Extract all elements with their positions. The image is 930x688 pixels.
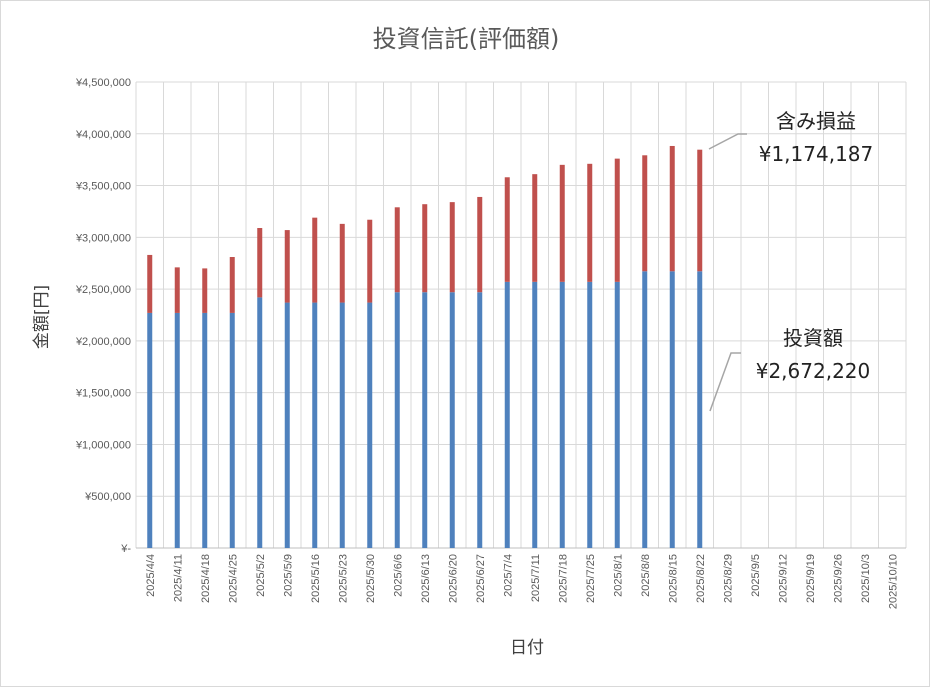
- bar-gain: [449, 202, 455, 293]
- x-tick-label: 2025/5/2: [255, 554, 267, 597]
- bars: [147, 145, 703, 548]
- invested-callout-value: ¥2,672,220: [756, 359, 871, 383]
- invested-callout-title: 投資額: [783, 326, 843, 350]
- x-tick-label: 2025/5/23: [337, 554, 349, 603]
- bar-gain: [477, 196, 483, 293]
- x-tick-label: 2025/9/19: [805, 554, 817, 603]
- x-tick-label: 2025/9/12: [777, 554, 789, 603]
- bar-gain: [312, 217, 318, 303]
- bar-gain: [559, 164, 565, 282]
- bar-gain: [147, 254, 153, 313]
- y-tick-label: ¥4,500,000: [75, 77, 131, 89]
- y-tick-label: ¥3,000,000: [75, 232, 131, 244]
- x-tick-label: 2025/5/16: [310, 554, 322, 603]
- bar-gain: [367, 219, 373, 303]
- bar-gain: [202, 268, 208, 313]
- bar-invested: [284, 302, 290, 548]
- x-axis-label: 日付: [510, 638, 544, 658]
- bar-gain: [229, 257, 235, 313]
- x-tick-label: 2025/8/22: [695, 554, 707, 603]
- bar-gain: [614, 158, 620, 282]
- x-tick-label: 2025/10/10: [887, 554, 899, 609]
- x-tick-labels: 2025/4/4 2025/4/11 2025/4/18 2025/4/25 2025/…: [145, 554, 900, 609]
- x-tick-label: 2025/6/27: [475, 554, 487, 603]
- bar-gain: [669, 145, 675, 272]
- bar-gain: [697, 149, 703, 272]
- x-tick-label: 2025/6/20: [447, 554, 459, 603]
- bar-invested: [449, 292, 455, 548]
- x-tick-label: 2025/8/15: [667, 554, 679, 603]
- bar-invested: [394, 292, 400, 548]
- chart-title: 投資信託(評価額): [373, 25, 560, 53]
- bar-invested: [614, 281, 620, 548]
- bar-gain: [504, 177, 510, 282]
- bar-gain: [532, 174, 538, 282]
- x-tick-label: 2025/7/4: [502, 554, 514, 597]
- y-tick-label: ¥-: [120, 543, 131, 555]
- x-tick-label: 2025/7/25: [585, 554, 597, 603]
- y-tick-labels: ¥- ¥500,000 ¥1,000,000 ¥1,500,000 ¥2,000,000…: [75, 77, 131, 555]
- bar-invested: [697, 271, 703, 548]
- bar-invested: [642, 271, 648, 548]
- bar-invested: [257, 297, 263, 548]
- bar-invested: [312, 302, 318, 548]
- x-tick-label: 2025/8/1: [612, 554, 624, 597]
- x-tick-label: 2025/8/29: [722, 554, 734, 603]
- x-tick-label: 2025/4/4: [145, 554, 157, 597]
- bar-invested: [229, 312, 235, 548]
- y-tick-label: ¥500,000: [84, 491, 131, 503]
- bar-gain: [587, 163, 593, 282]
- x-tick-label: 2025/4/25: [227, 554, 239, 603]
- gain-callout-value: ¥1,174,187: [759, 142, 874, 166]
- x-tick-label: 2025/7/11: [530, 554, 542, 602]
- bar-invested: [477, 292, 483, 548]
- bar-invested: [504, 281, 510, 548]
- y-tick-label: ¥2,500,000: [75, 284, 131, 296]
- bar-invested: [147, 312, 153, 548]
- x-tick-label: 2025/6/13: [420, 554, 432, 603]
- bar-invested: [587, 281, 593, 548]
- bar-invested: [202, 312, 208, 548]
- x-tick-label: 2025/4/11: [172, 554, 184, 602]
- y-tick-label: ¥2,000,000: [75, 336, 131, 348]
- y-axis-label: 金額[円]: [32, 285, 52, 349]
- bar-gain: [339, 223, 345, 303]
- invested-callout-leader: [709, 352, 741, 412]
- x-tick-label: 2025/7/18: [557, 554, 569, 603]
- x-tick-label: 2025/4/18: [200, 554, 212, 603]
- bar-gain: [174, 267, 180, 313]
- bar-gain: [422, 204, 428, 293]
- bar-invested: [532, 281, 538, 548]
- bar-gain: [284, 230, 290, 303]
- x-tick-label: 2025/10/3: [860, 554, 872, 603]
- bar-gain: [642, 155, 648, 272]
- x-tick-label: 2025/5/30: [365, 554, 377, 603]
- gain-callout-title: 含み損益: [776, 109, 856, 133]
- bar-invested: [669, 271, 675, 548]
- y-tick-label: ¥1,000,000: [75, 439, 131, 451]
- bar-invested: [367, 302, 373, 548]
- y-tick-label: ¥3,500,000: [75, 181, 131, 193]
- y-tick-label: ¥1,500,000: [75, 388, 131, 400]
- bar-invested: [339, 302, 345, 548]
- bar-gain: [394, 207, 400, 293]
- bar-invested: [422, 292, 428, 548]
- x-tick-label: 2025/6/6: [392, 554, 404, 597]
- bar-gain: [257, 228, 263, 298]
- gridlines: [135, 81, 907, 549]
- gain-callout-leader: [708, 133, 747, 150]
- bar-invested: [174, 312, 180, 548]
- y-tick-label: ¥4,000,000: [75, 129, 131, 141]
- bar-invested: [559, 281, 565, 548]
- x-tick-label: 2025/9/5: [750, 554, 762, 597]
- x-tick-label: 2025/8/8: [640, 554, 652, 597]
- x-tick-label: 2025/5/9: [282, 554, 294, 597]
- x-tick-label: 2025/9/26: [832, 554, 844, 603]
